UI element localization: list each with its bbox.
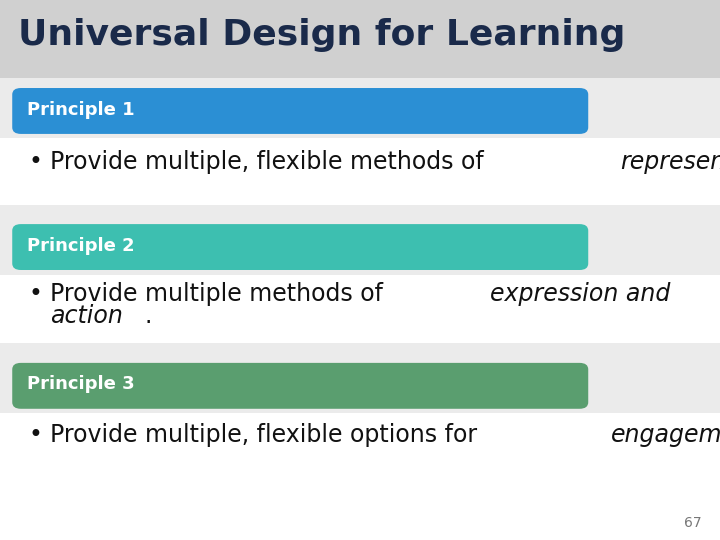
Text: •: • (29, 282, 42, 306)
Text: 67: 67 (685, 516, 702, 530)
Text: Principle 1: Principle 1 (27, 100, 134, 119)
FancyBboxPatch shape (0, 78, 720, 138)
Text: Provide multiple, flexible methods of: Provide multiple, flexible methods of (50, 150, 492, 174)
FancyBboxPatch shape (0, 205, 720, 275)
FancyBboxPatch shape (12, 224, 588, 270)
FancyBboxPatch shape (12, 88, 588, 134)
Text: engagement: engagement (611, 423, 720, 447)
FancyBboxPatch shape (0, 0, 720, 78)
Text: Principle 2: Principle 2 (27, 237, 134, 255)
Text: •: • (29, 423, 42, 447)
FancyBboxPatch shape (0, 343, 720, 540)
FancyBboxPatch shape (0, 343, 720, 413)
Text: expression and: expression and (490, 282, 670, 306)
Text: Principle 3: Principle 3 (27, 375, 134, 394)
Text: Universal Design for Learning: Universal Design for Learning (18, 18, 626, 52)
FancyBboxPatch shape (12, 363, 588, 409)
Text: representation: representation (620, 150, 720, 174)
Text: .: . (145, 304, 152, 328)
Text: action: action (50, 304, 123, 328)
FancyBboxPatch shape (0, 205, 720, 343)
Text: Provide multiple methods of: Provide multiple methods of (50, 282, 391, 306)
Text: Provide multiple, flexible options for: Provide multiple, flexible options for (50, 423, 485, 447)
FancyBboxPatch shape (0, 78, 720, 205)
Text: •: • (29, 150, 42, 174)
